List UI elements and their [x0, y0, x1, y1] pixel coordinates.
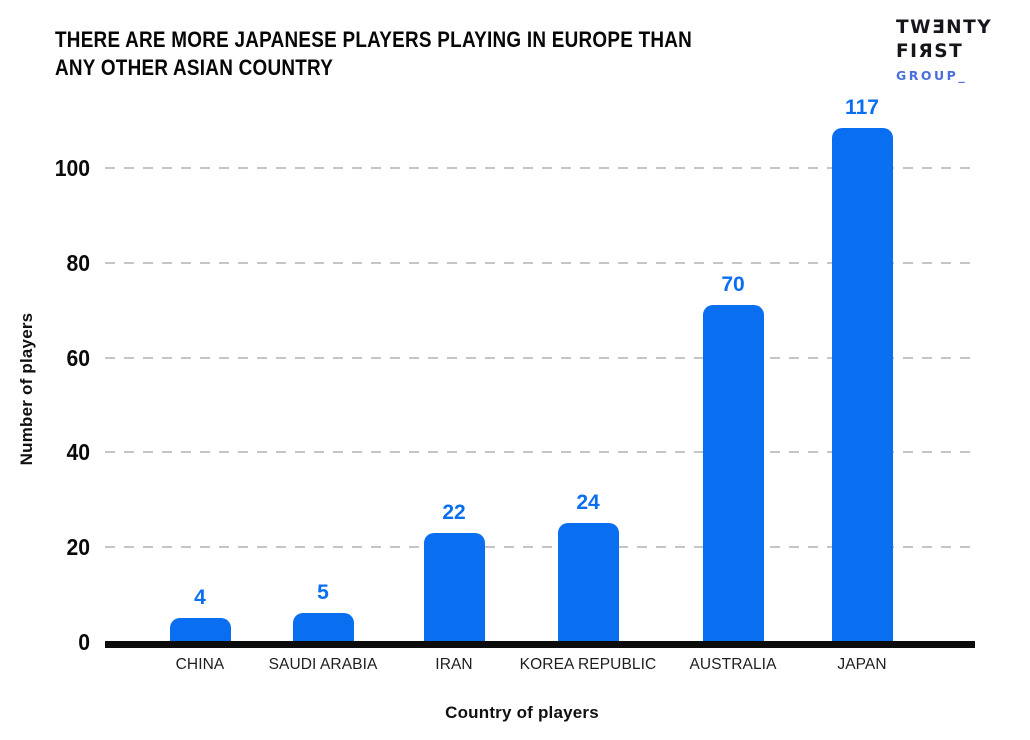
bar-value-label: 70 — [721, 273, 745, 297]
x-axis-title: Country of players — [445, 703, 599, 722]
twenty-first-group-logo: TWƎNTY FIЯST GROUP_ — [896, 16, 992, 83]
gridline-80 — [105, 261, 971, 264]
bar-value-label: 5 — [317, 581, 329, 605]
bar-korea-republic — [557, 523, 619, 645]
x-tick-label: SAUDI ARABIA — [268, 656, 378, 673]
x-tick-label: JAPAN — [837, 656, 887, 673]
bar-china — [169, 618, 231, 645]
chart-title: THERE ARE MORE JAPANESE PLAYERS PLAYING … — [55, 26, 692, 82]
y-tick-label-60: 60 — [66, 344, 90, 371]
gridline-40 — [105, 451, 971, 454]
logo-word-group: GROUP_ — [896, 68, 968, 83]
gridline-60 — [105, 356, 971, 359]
y-tick-label-100: 100 — [54, 155, 90, 181]
bar-australia — [702, 305, 764, 645]
bar-value-label: 24 — [576, 491, 600, 515]
gridline-100 — [105, 167, 971, 169]
x-tick-label: CHINA — [175, 656, 225, 673]
gridline-20 — [105, 546, 971, 549]
x-axis-line — [105, 641, 975, 648]
chart-title-line-2: ANY OTHER ASIAN COUNTRY — [55, 55, 334, 80]
y-tick-label-20: 20 — [66, 534, 90, 561]
y-tick-label-40: 40 — [66, 439, 90, 466]
chart-title-line-1: THERE ARE MORE JAPANESE PLAYERS PLAYING … — [55, 27, 693, 52]
bar-value-label: 117 — [845, 96, 879, 119]
y-tick-label-80: 80 — [66, 249, 90, 276]
x-tick-label: AUSTRALIA — [689, 656, 777, 673]
bar-value-label: 22 — [442, 500, 466, 524]
y-tick-label-0: 0 — [78, 629, 90, 655]
x-tick-label: KOREA REPUBLIC — [519, 656, 657, 673]
x-tick-label: IRAN — [435, 656, 473, 673]
bar-value-label: 4 — [194, 586, 206, 610]
bar-japan — [831, 128, 893, 645]
logo-word-first: FIЯST — [896, 41, 964, 62]
bar-iran — [423, 532, 485, 645]
bar-saudi-arabia — [292, 613, 354, 645]
logo-word-twenty: TWƎNTY — [896, 17, 993, 38]
